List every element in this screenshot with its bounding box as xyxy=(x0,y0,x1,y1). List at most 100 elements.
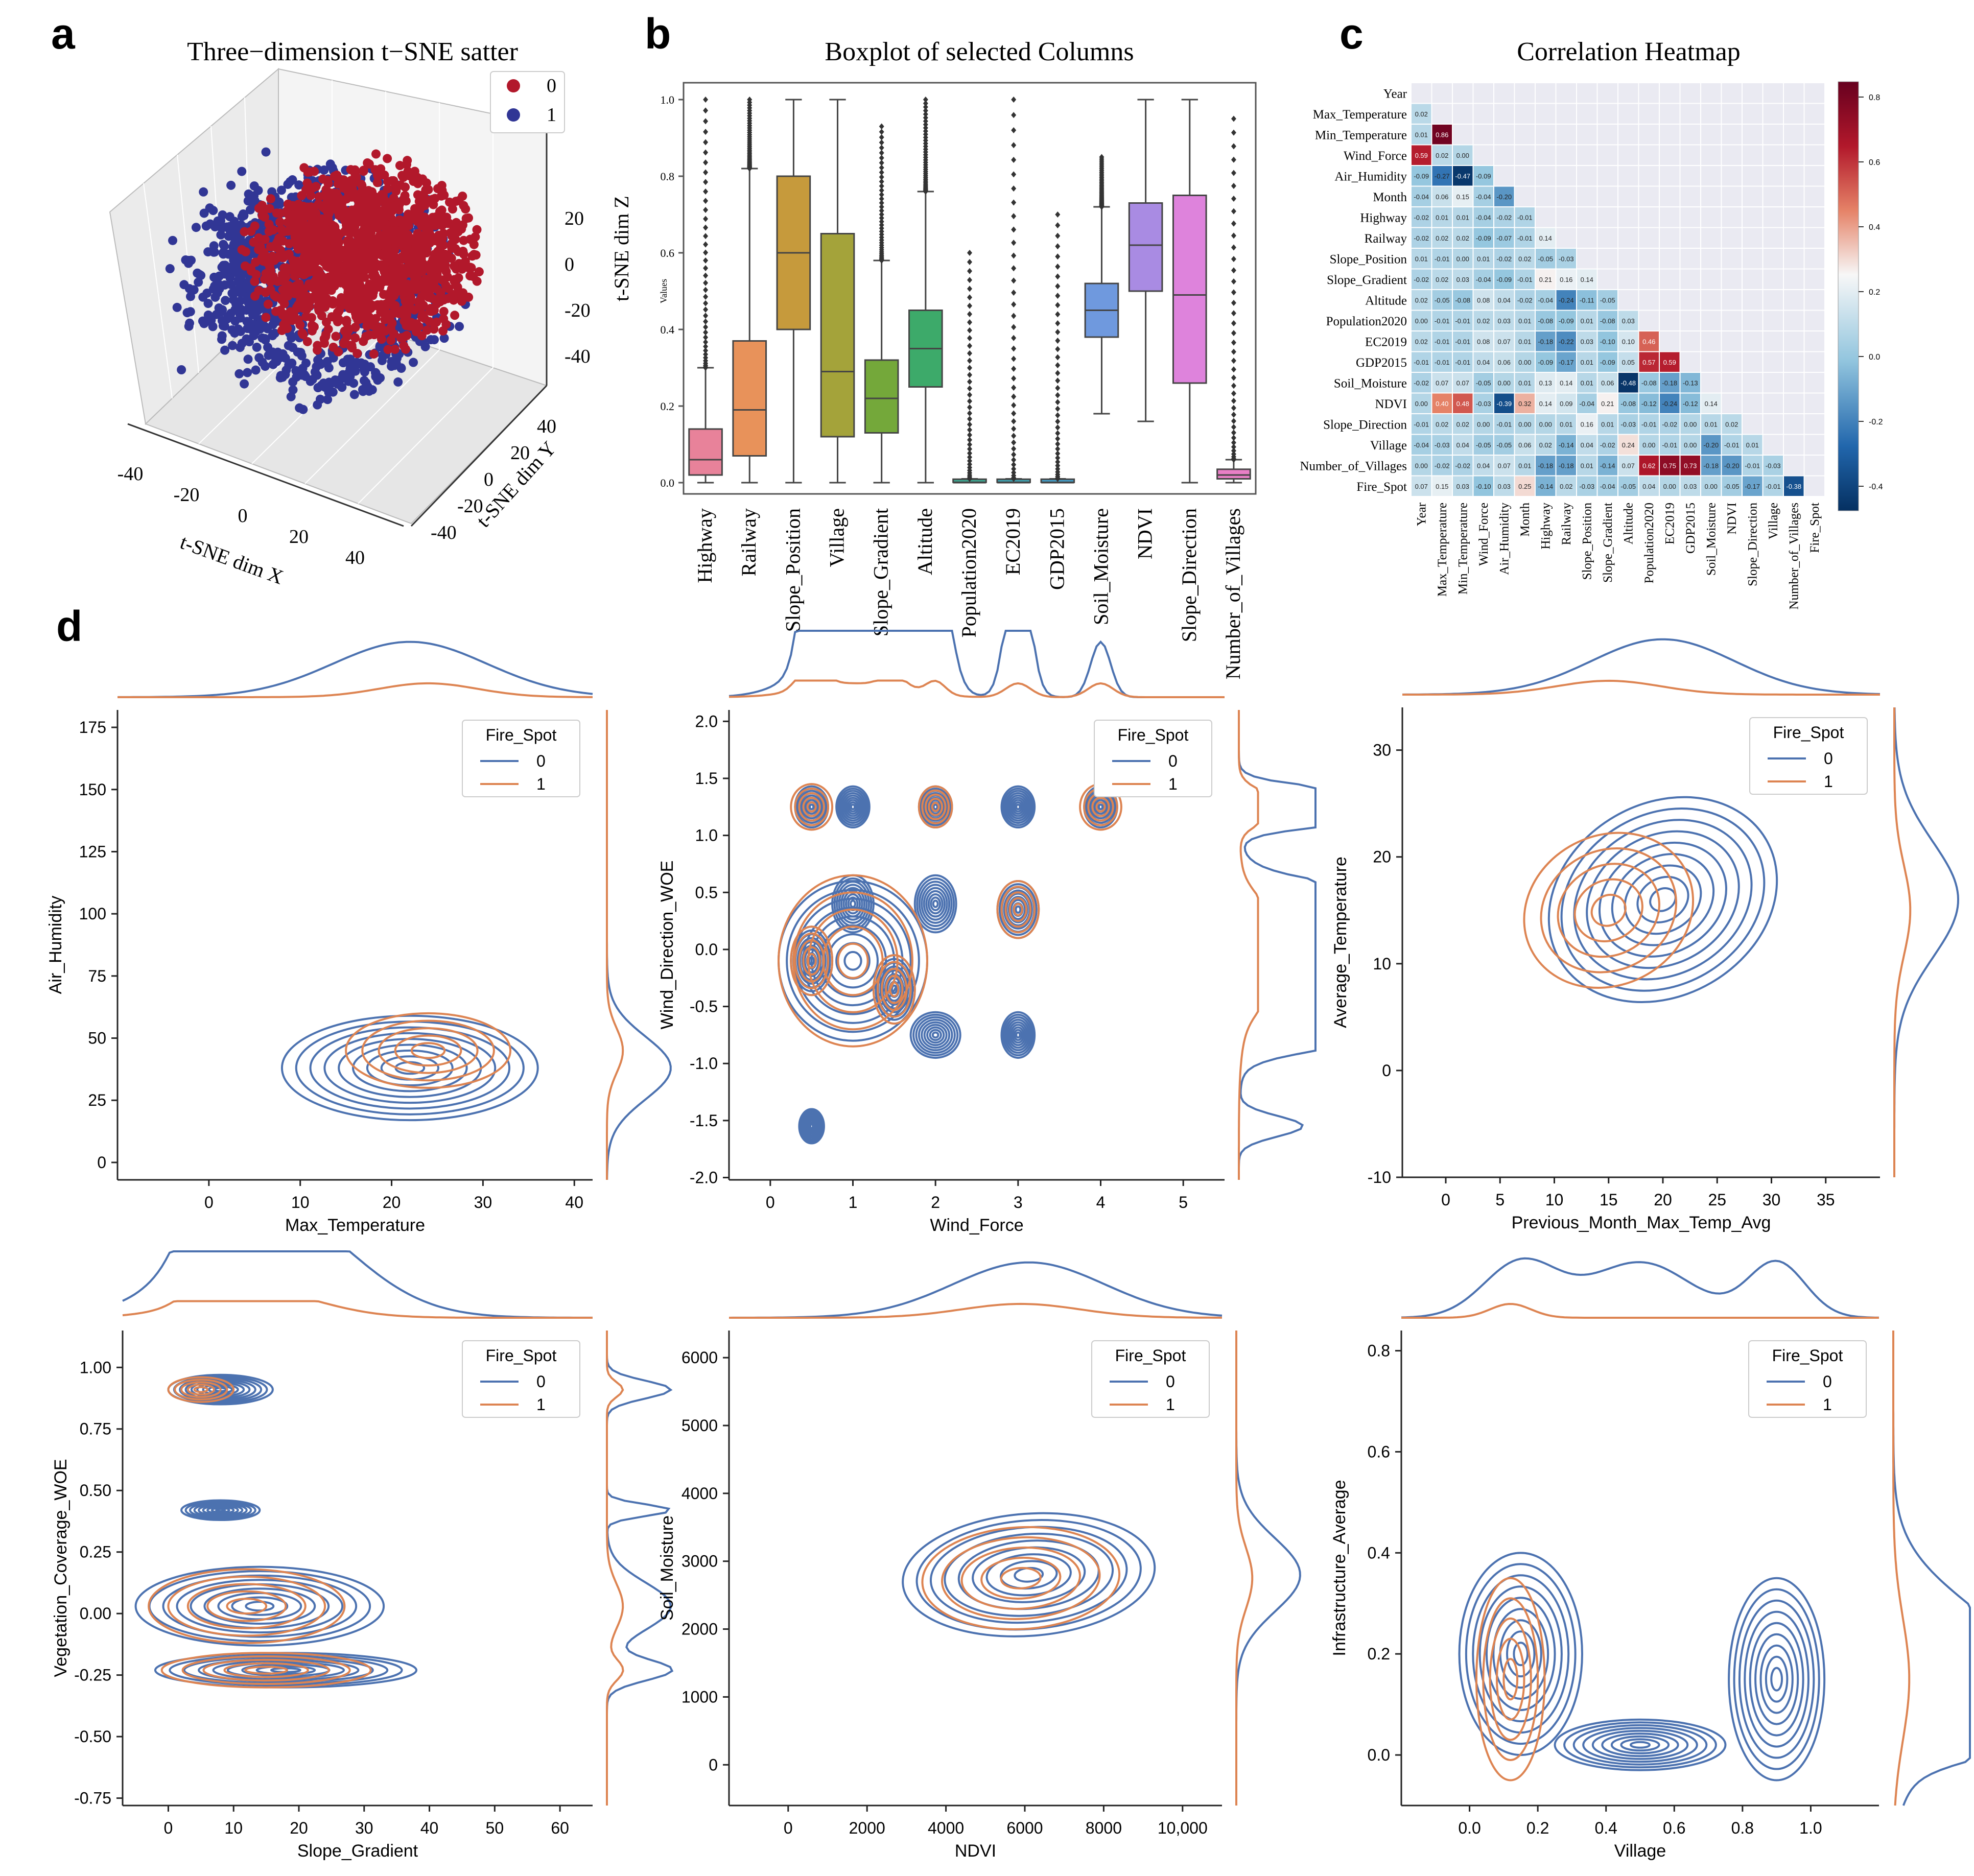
tsne-point-0 xyxy=(369,250,379,259)
box-outlier xyxy=(1011,335,1017,341)
box-outlier xyxy=(703,272,709,279)
box-outlier xyxy=(1055,354,1061,361)
heatmap-empty-cell xyxy=(1680,166,1700,186)
heatmap-empty-cell xyxy=(1743,83,1763,103)
heatmap-cell-value: -0.04 xyxy=(1414,193,1429,201)
panel-letter-b: b xyxy=(645,10,671,58)
box-outlier xyxy=(1055,338,1061,344)
box-outlier xyxy=(1011,366,1017,372)
tsne-point-1 xyxy=(409,358,418,367)
box-outlier xyxy=(1055,302,1061,308)
heatmap-cell-value: 0.03 xyxy=(1498,483,1511,490)
heatmap-empty-cell xyxy=(1743,125,1763,145)
kde-ytick-label: 2000 xyxy=(682,1620,718,1638)
box-outlier xyxy=(1011,171,1017,178)
kde-legend-label-1: 1 xyxy=(1824,772,1833,791)
heatmap-empty-cell xyxy=(1784,311,1804,330)
kde-legend-label-0: 0 xyxy=(1824,749,1833,768)
heatmap-empty-cell xyxy=(1784,104,1804,124)
tsne-point-0 xyxy=(418,234,428,244)
box-outlier xyxy=(1055,385,1061,391)
heatmap-empty-cell xyxy=(1763,331,1783,351)
heatmap-empty-cell xyxy=(1804,145,1824,165)
heatmap-cell-value: -0.01 xyxy=(1455,359,1470,366)
heatmap-colorbar xyxy=(1838,81,1859,511)
heatmap-cell-value: 0.01 xyxy=(1518,462,1531,469)
box-outlier xyxy=(1231,348,1236,355)
kde-legend-label-1: 1 xyxy=(1168,775,1178,793)
tsne-point-0 xyxy=(437,252,447,262)
tsne-point-0 xyxy=(294,199,303,209)
heatmap-empty-cell xyxy=(1804,352,1824,372)
tsne-point-0 xyxy=(320,190,330,200)
tsne-point-1 xyxy=(283,179,293,189)
heatmap-empty-cell xyxy=(1618,125,1638,145)
heatmap-cell-value: -0.01 xyxy=(1496,420,1512,428)
heatmap-empty-cell xyxy=(1784,414,1804,434)
box-outlier xyxy=(1055,320,1061,326)
heatmap-empty-cell xyxy=(1597,83,1617,103)
kde-legend-label-0: 0 xyxy=(536,752,546,770)
tsne-point-0 xyxy=(323,227,333,237)
tsne-point-0 xyxy=(400,332,409,342)
tsne-points xyxy=(165,147,484,414)
heatmap-cell-value: -0.01 xyxy=(1435,338,1450,345)
tsne-point-0 xyxy=(465,234,475,244)
heatmap-empty-cell xyxy=(1639,186,1659,206)
tsne-point-1 xyxy=(338,358,348,368)
tsne-point-0 xyxy=(317,247,327,257)
heatmap-empty-cell xyxy=(1556,166,1576,186)
tsne-point-0 xyxy=(401,344,411,354)
heatmap-cell-value: -0.01 xyxy=(1517,276,1533,283)
box-outlier xyxy=(967,259,972,266)
tsne-point-0 xyxy=(384,310,393,319)
box-outlier xyxy=(1011,290,1017,296)
heatmap-cell-value: -0.13 xyxy=(1683,379,1698,387)
tsne-point-0 xyxy=(401,182,410,192)
heatmap-empty-cell xyxy=(1680,125,1700,145)
heatmap-row-label: Month xyxy=(1373,191,1407,204)
tsne-point-0 xyxy=(416,302,426,312)
tsne-point-1 xyxy=(393,377,403,387)
tsne-point-0 xyxy=(298,330,308,340)
heatmap-empty-cell xyxy=(1763,414,1783,434)
kde-ytick-label: 4000 xyxy=(682,1484,718,1503)
box-outlier xyxy=(1011,240,1017,246)
heatmap-empty-cell xyxy=(1784,456,1804,476)
heatmap-col-label: Slope_Direction xyxy=(1746,503,1759,586)
box-outlier xyxy=(1231,129,1236,136)
heatmap-empty-cell xyxy=(1784,373,1804,393)
tsne-point-0 xyxy=(413,179,422,188)
box-outlier xyxy=(1231,278,1236,285)
heatmap-cell-value: 0.02 xyxy=(1456,234,1469,242)
tsne-point-0 xyxy=(323,176,333,185)
heatmap-empty-cell xyxy=(1722,393,1742,413)
tsne-point-1 xyxy=(324,363,334,373)
colorbar-tick-label: -0.4 xyxy=(1869,483,1883,491)
kde-xtick-label: 5 xyxy=(1495,1191,1505,1209)
kde-xtick-label: 10 xyxy=(224,1819,243,1837)
heatmap-empty-cell xyxy=(1556,228,1576,248)
tsne-point-1 xyxy=(276,185,286,195)
heatmap-empty-cell xyxy=(1453,104,1473,124)
tsne-point-0 xyxy=(290,289,300,298)
heatmap-cell-value: -0.39 xyxy=(1496,400,1512,408)
tsne-point-0 xyxy=(441,267,451,276)
box-outlier xyxy=(1011,410,1017,417)
heatmap-cell-value: -0.08 xyxy=(1641,379,1657,387)
tsne-point-0 xyxy=(321,295,331,305)
panel-letter-c: c xyxy=(1340,10,1364,58)
boxplot-xlabel: Slope_Position xyxy=(781,508,804,632)
kde-marginal-right-0 xyxy=(1238,710,1317,1180)
heatmap-cell-value: 0.00 xyxy=(1539,420,1552,428)
heatmap-cell-value: -0.02 xyxy=(1414,276,1429,283)
heatmap-cell-value: 0.02 xyxy=(1539,441,1552,449)
heatmap-cell-value: -0.12 xyxy=(1683,400,1698,408)
box-outlier xyxy=(1011,301,1017,308)
box-outlier xyxy=(703,306,709,313)
box-outlier xyxy=(967,421,972,428)
tsne-point-1 xyxy=(271,355,280,365)
kde-xtick-label: 4 xyxy=(1096,1193,1106,1212)
heatmap-cell-value: 0.02 xyxy=(1415,338,1428,345)
